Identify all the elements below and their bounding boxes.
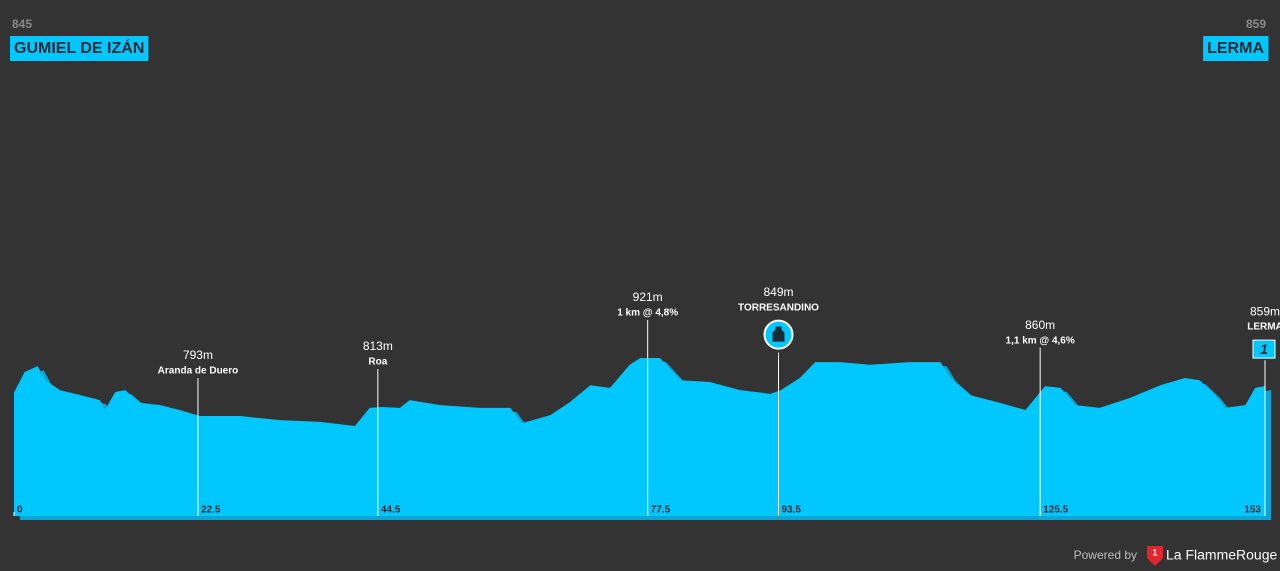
start-elevation: 845 [12,17,32,31]
annotation-text: 1,1 km @ 4,6% [1006,335,1075,346]
x-tick-label: 125.5 [1043,505,1068,516]
start-box [10,36,149,61]
bottle-icon [772,326,785,342]
annotation-text: TORRESANDINO [738,302,819,313]
badge-text: 1 [1260,341,1268,357]
brand-name: La FlammeRouge [1166,547,1277,563]
annotation-text: Roa [368,357,387,368]
brand-logo [1147,546,1163,566]
x-tick-label: 93.5 [782,505,802,516]
annotation-text: 1 km @ 4,8% [617,308,678,319]
finish-elevation: 859 [1246,17,1266,31]
annotation-elevation: 793m [183,348,213,362]
annotation-elevation: 921m [633,290,663,304]
profile-area [14,358,1265,516]
x-tick-label: 153 [1244,505,1261,516]
powered-by: Powered by [1074,548,1137,562]
annotation-text: Aranda de Duero [158,366,239,377]
finish-box [1203,36,1269,61]
brand-logo-mark: 1 [1152,547,1157,557]
x-tick-label: 77.5 [651,505,671,516]
x-tick-label: 0 [17,505,23,516]
annotation-elevation: 859m [1250,304,1280,318]
annotation-elevation: 813m [363,339,393,353]
finish-name: LERMA [1207,40,1264,57]
annotation-elevation: 849m [763,285,793,299]
plot: 0 22.5 44.5 77.5 93.5 125.5 153 793m Aranda de D… [13,285,1280,520]
start-name: GUMIEL DE IZÁN [14,38,144,57]
badge-box [1252,339,1276,359]
annotation-elevation: 860m [1025,318,1055,332]
annotation-text: LERMA [1247,322,1280,333]
x-tick-label: 44.5 [381,505,401,516]
x-tick-label: 22.5 [201,505,221,516]
